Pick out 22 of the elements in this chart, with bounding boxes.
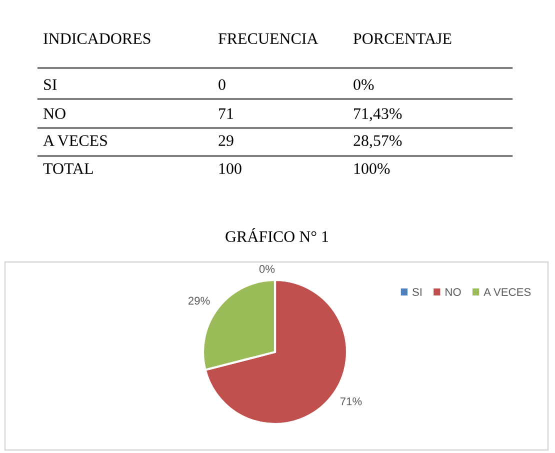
text: NO xyxy=(43,108,66,119)
text: 100% xyxy=(354,163,390,174)
text: INDICADORES xyxy=(44,33,150,44)
text: 100 xyxy=(219,163,242,174)
text: 29 xyxy=(218,135,234,146)
text: PORCENTAJE xyxy=(353,33,452,44)
data-label: 29% xyxy=(188,296,210,305)
legend-label: SI xyxy=(412,288,422,296)
data-label: 71% xyxy=(340,397,362,406)
text: SI xyxy=(44,79,57,90)
text: 71 xyxy=(219,108,234,119)
legend-label: A VECES xyxy=(484,288,531,296)
text: 71,43% xyxy=(354,108,402,122)
text: TOTAL xyxy=(43,163,93,174)
text: 0 xyxy=(218,79,226,90)
chart-title: GRÁFICO N° 1 xyxy=(226,228,328,242)
text: 0% xyxy=(354,79,374,90)
text: 0% xyxy=(259,265,275,273)
legend-label: NO xyxy=(446,288,461,296)
text: A VECES xyxy=(43,135,107,146)
text: 28,57% xyxy=(354,135,402,148)
text: FRECUENCIA xyxy=(218,33,318,44)
